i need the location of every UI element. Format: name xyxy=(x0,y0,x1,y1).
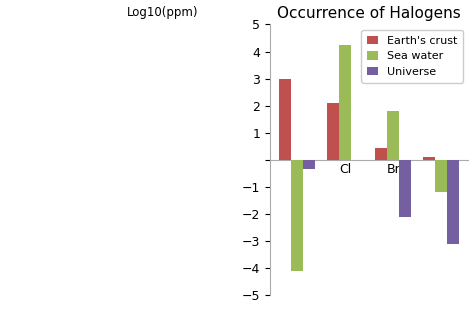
Bar xyxy=(447,160,459,244)
Bar xyxy=(327,103,339,160)
Bar xyxy=(303,160,315,169)
Title: Occurrence of Halogens: Occurrence of Halogens xyxy=(277,6,461,21)
Bar xyxy=(436,160,447,193)
Bar xyxy=(423,157,436,160)
Bar xyxy=(399,160,411,217)
Bar xyxy=(339,45,351,160)
Legend: Earth's crust, Sea water, Universe: Earth's crust, Sea water, Universe xyxy=(361,30,463,83)
Bar xyxy=(291,160,303,271)
Text: Log10(ppm): Log10(ppm) xyxy=(127,6,199,19)
Bar xyxy=(387,111,399,160)
Bar xyxy=(375,148,387,160)
Bar xyxy=(279,79,291,160)
